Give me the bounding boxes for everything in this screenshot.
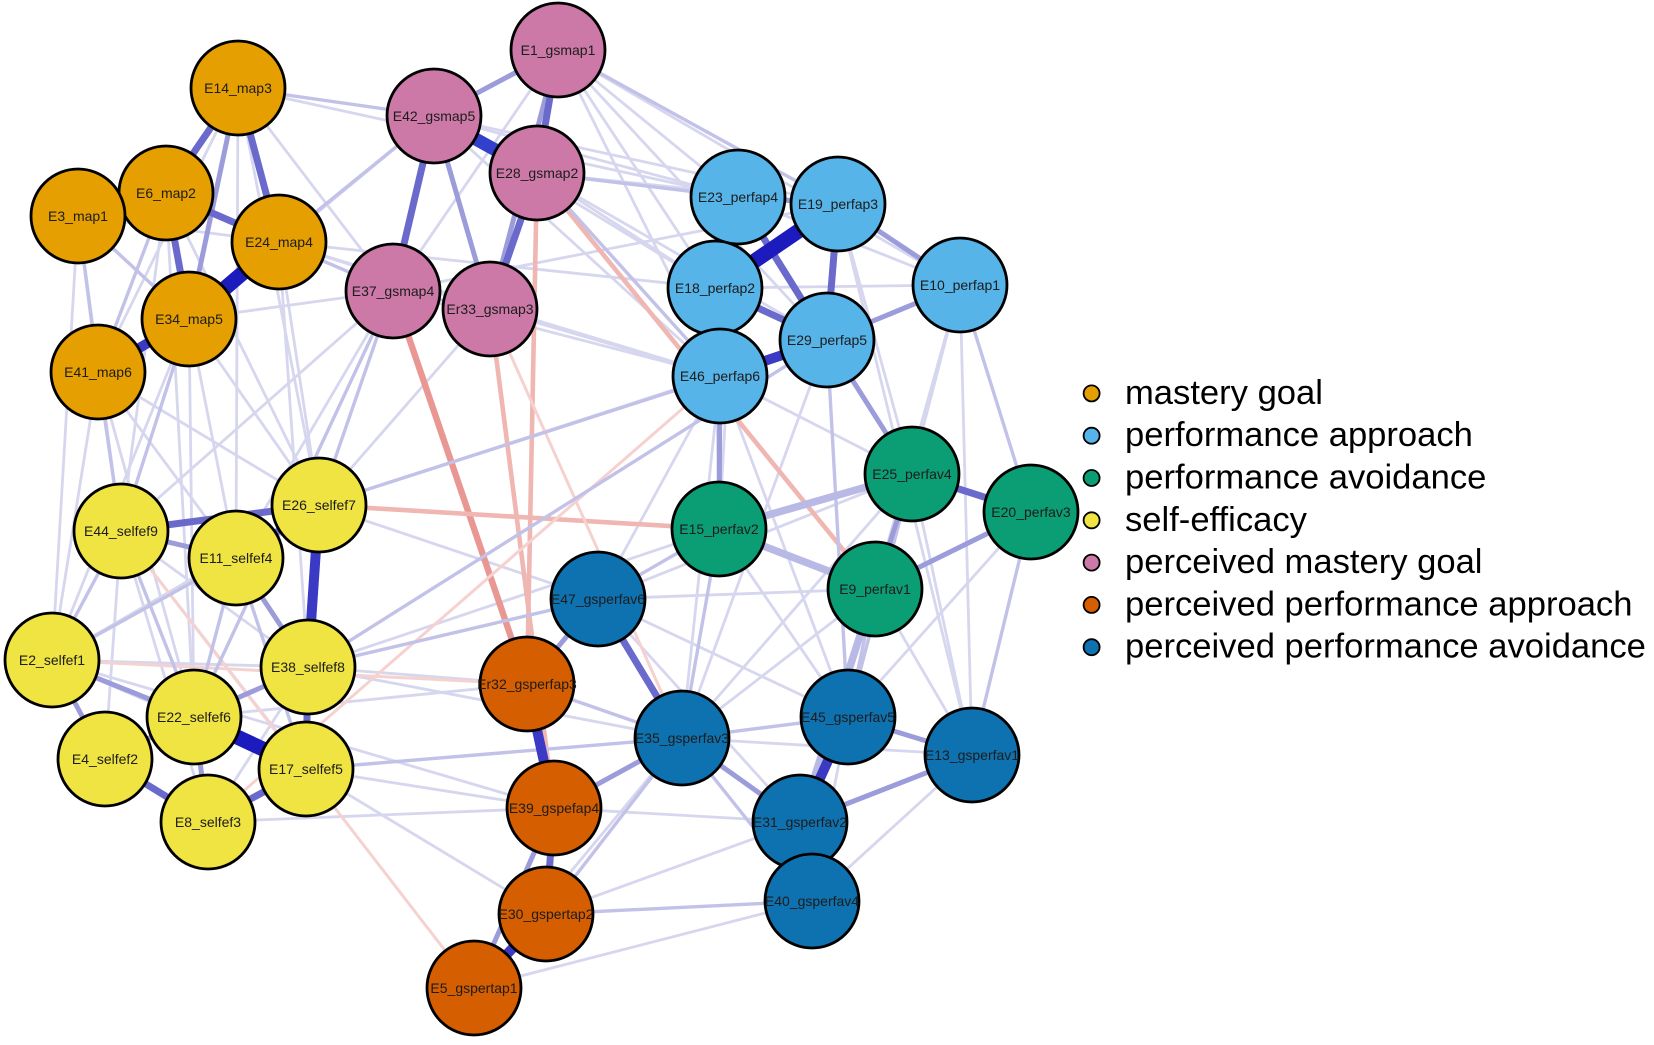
svg-text:self-efficacy: self-efficacy — [1125, 501, 1308, 539]
svg-text:E22_selfef6: E22_selfef6 — [157, 709, 231, 725]
svg-text:E29_perfap5: E29_perfap5 — [787, 332, 867, 348]
svg-text:E42_gsmap5: E42_gsmap5 — [393, 108, 476, 124]
svg-text:E1_gsmap1: E1_gsmap1 — [521, 42, 596, 58]
svg-text:E37_gsmap4: E37_gsmap4 — [352, 283, 435, 299]
svg-text:perceived performance approach: perceived performance approach — [1125, 585, 1632, 623]
svg-text:E41_map6: E41_map6 — [64, 364, 132, 380]
svg-text:E18_perfap2: E18_perfap2 — [675, 280, 755, 296]
svg-text:E9_perfav1: E9_perfav1 — [839, 581, 911, 597]
svg-text:perceived mastery goal: perceived mastery goal — [1125, 543, 1482, 581]
svg-text:performance avoidance: performance avoidance — [1125, 459, 1486, 497]
svg-text:E47_gsperfav6: E47_gsperfav6 — [551, 591, 645, 607]
svg-text:E14_map3: E14_map3 — [204, 80, 272, 96]
svg-text:E13_gsperfav1: E13_gsperfav1 — [925, 747, 1019, 763]
svg-text:E39_gspefap4: E39_gspefap4 — [509, 800, 600, 816]
svg-text:E30_gspertap2: E30_gspertap2 — [499, 906, 594, 922]
svg-text:mastery goal: mastery goal — [1125, 374, 1323, 412]
svg-text:E11_selfef4: E11_selfef4 — [200, 550, 273, 566]
svg-text:E44_selfef9: E44_selfef9 — [84, 523, 158, 539]
svg-text:E3_map1: E3_map1 — [48, 208, 108, 224]
svg-text:E6_map2: E6_map2 — [136, 185, 196, 201]
svg-text:E8_selfef3: E8_selfef3 — [175, 814, 241, 830]
svg-text:E26_selfef7: E26_selfef7 — [282, 497, 356, 513]
svg-text:E28_gsmap2: E28_gsmap2 — [496, 165, 579, 181]
svg-text:E34_map5: E34_map5 — [155, 311, 223, 327]
svg-text:Er33_gsmap3: Er33_gsmap3 — [446, 301, 533, 317]
svg-text:E45_gsperfav5: E45_gsperfav5 — [801, 709, 895, 725]
svg-text:E35_gsperfav3: E35_gsperfav3 — [635, 730, 729, 746]
svg-text:E15_perfav2: E15_perfav2 — [679, 521, 759, 537]
svg-text:E31_gsperfav2: E31_gsperfav2 — [753, 814, 847, 830]
svg-text:E40_gsperfav4: E40_gsperfav4 — [765, 893, 859, 909]
svg-text:E38_selfef8: E38_selfef8 — [271, 659, 345, 675]
svg-text:E10_perfap1: E10_perfap1 — [920, 277, 1000, 293]
svg-text:E5_gspertap1: E5_gspertap1 — [430, 980, 517, 996]
svg-text:E20_perfav3: E20_perfav3 — [991, 504, 1071, 520]
svg-text:perceived performance avoidanc: perceived performance avoidance — [1125, 628, 1646, 666]
svg-text:E4_selfef2: E4_selfef2 — [72, 751, 138, 767]
svg-text:performance approach: performance approach — [1125, 416, 1473, 454]
svg-text:E19_perfap3: E19_perfap3 — [798, 196, 878, 212]
svg-text:E46_perfap6: E46_perfap6 — [680, 368, 760, 384]
svg-text:Er32_gsperfap3: Er32_gsperfap3 — [477, 676, 577, 692]
svg-text:E2_selfef1: E2_selfef1 — [19, 652, 85, 668]
svg-text:E17_selfef5: E17_selfef5 — [269, 761, 343, 777]
svg-text:E24_map4: E24_map4 — [245, 234, 313, 250]
svg-text:E23_perfap4: E23_perfap4 — [698, 189, 778, 205]
svg-text:E25_perfav4: E25_perfav4 — [872, 466, 952, 482]
